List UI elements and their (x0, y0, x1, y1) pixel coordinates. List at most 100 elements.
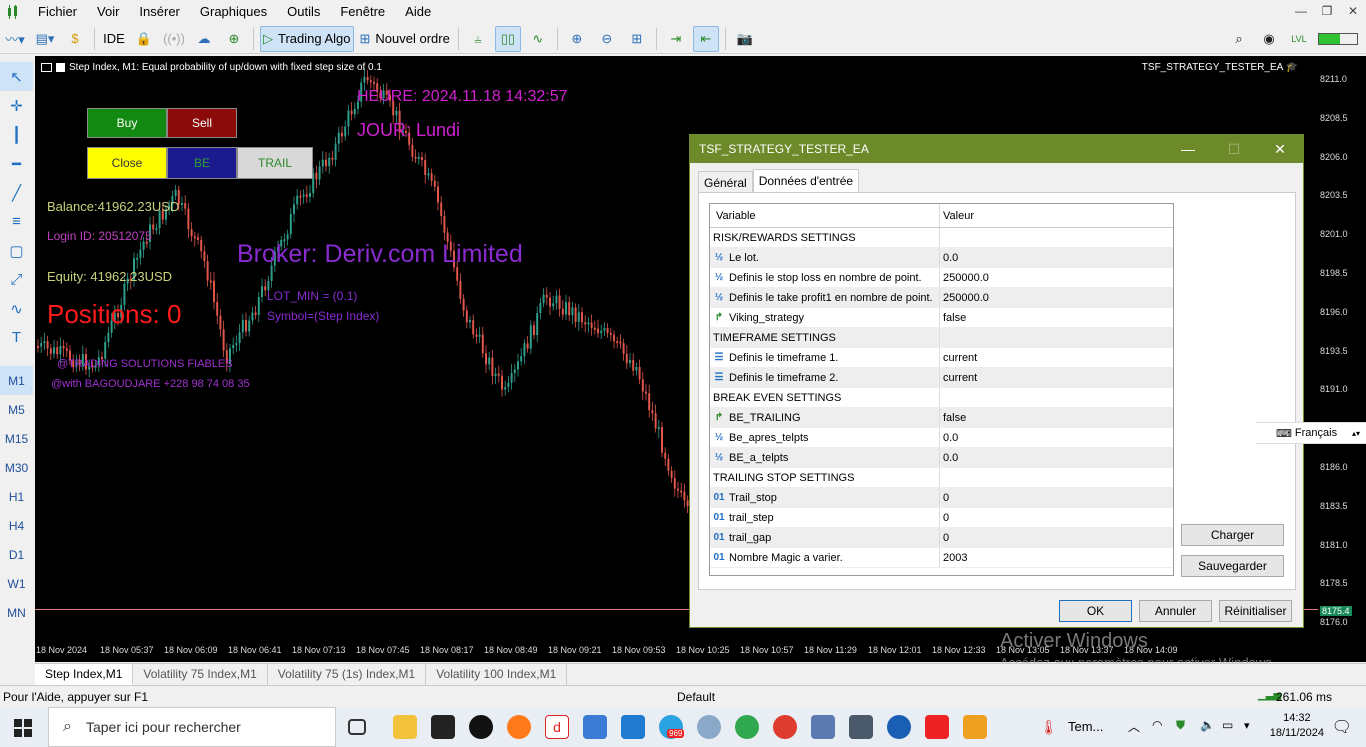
input-row[interactable]: ☰ Definis le timeframe 1. current (710, 348, 1173, 368)
horizontal-line-icon[interactable]: ━ (11, 155, 22, 173)
chrome-icon[interactable] (735, 715, 759, 739)
close-button[interactable]: Close (87, 147, 167, 179)
sauvegarder-button[interactable]: Sauvegarder (1181, 555, 1284, 577)
taskbar-search[interactable]: ⌕ Taper ici pour rechercher (48, 707, 336, 747)
dollar-icon[interactable]: $ (71, 31, 79, 46)
input-row[interactable]: 01 Trail_stop 0 (710, 488, 1173, 508)
close-icon[interactable]: ✕ (1347, 4, 1359, 18)
taskbar-clock[interactable]: 14:32 18/11/2024 (1270, 711, 1324, 741)
input-value[interactable]: 0.0 (943, 432, 959, 444)
col-value[interactable]: Valeur (943, 210, 974, 222)
trading-algo-button[interactable]: ▷ Trading Algo (260, 25, 354, 52)
account-icon[interactable]: ◉ (1263, 30, 1275, 46)
annuler-button[interactable]: Annuler (1139, 600, 1212, 622)
timeframe-m1[interactable]: M1 (0, 366, 33, 395)
candlestick-icon[interactable]: ▯▯ (494, 25, 521, 52)
timeframe-h4[interactable]: H4 (8, 518, 25, 533)
ea-name[interactable]: TSF_STRATEGY_TESTER_EA 🎓 (1142, 62, 1298, 73)
fibonacci-icon[interactable]: ⤢ (10, 271, 23, 288)
app-icon-dark[interactable] (431, 715, 455, 739)
timeframe-d1[interactable]: D1 (8, 547, 25, 562)
input-row[interactable]: 01 trail_gap 0 (710, 528, 1173, 548)
input-value[interactable]: 250000.0 (943, 292, 989, 304)
text-icon[interactable]: T (11, 329, 22, 346)
input-value[interactable]: 0 (943, 492, 950, 504)
deriv-icon[interactable]: d (545, 715, 569, 739)
dialog-close-icon[interactable]: ✕ (1274, 141, 1286, 157)
input-row[interactable]: ↱ BE_TRAILING false (710, 408, 1173, 428)
weather-text[interactable]: Tem... (1068, 719, 1104, 734)
menu-fichier[interactable]: Fichier (38, 4, 78, 19)
timeframe-m5[interactable]: M5 (8, 402, 25, 417)
chart-tab-volatility-75[interactable]: Volatility 75 Index,M1 (133, 664, 268, 685)
input-value[interactable]: current (943, 372, 978, 384)
menu-inserer[interactable]: Insérer (139, 4, 180, 19)
tray-chevron-icon[interactable]: ︿ (1128, 720, 1141, 734)
wifi-icon[interactable]: ◠ (1152, 718, 1163, 732)
cursor-icon[interactable]: ↖ (0, 62, 33, 91)
grid-icon[interactable]: ⊞ (631, 30, 643, 46)
crosshair-icon[interactable]: ✛ (10, 97, 23, 115)
app-icon-blue[interactable] (887, 715, 911, 739)
record-icon[interactable] (469, 715, 493, 739)
bar-chart-icon[interactable]: ⫨ (474, 30, 482, 46)
chart-type-icon[interactable]: 〰▾ (5, 32, 25, 47)
bag-icon[interactable]: 🔒 (135, 30, 153, 46)
dialog-minimize-icon[interactable]: — (1181, 141, 1195, 157)
autoscroll-icon[interactable]: ⇥ (670, 30, 682, 46)
input-row[interactable]: ☰ Definis le timeframe 2. current (710, 368, 1173, 388)
ok-button[interactable]: OK (1059, 600, 1132, 622)
tab-inputs[interactable]: Données d'entrée (752, 169, 860, 193)
input-row[interactable]: ½ BE_a_telpts 0.0 (710, 448, 1173, 468)
timeframe-m15[interactable]: M15 (4, 431, 29, 446)
chart-tab-volatility-75-1s[interactable]: Volatility 75 (1s) Index,M1 (268, 664, 427, 685)
col-variable[interactable]: Variable (710, 204, 940, 227)
minimize-icon[interactable]: — (1295, 4, 1307, 18)
menu-fenetre[interactable]: Fenêtre (340, 4, 386, 19)
signal-icon[interactable]: ((•)) (163, 31, 185, 46)
input-row[interactable]: ½ Definis le take profit1 en nombre de po… (710, 288, 1173, 308)
new-order-button[interactable]: ⊞ Nouvel ordre (359, 30, 450, 47)
metatrader-icon[interactable] (583, 715, 607, 739)
youtube-icon[interactable] (925, 715, 949, 739)
firefox-icon[interactable] (507, 715, 531, 739)
telegram-icon[interactable]: 969 (659, 715, 685, 739)
restore-icon[interactable]: ❐ (1321, 4, 1333, 18)
dialog-maximize-icon[interactable]: ☐ (1227, 141, 1241, 157)
shapes-icon[interactable]: ▢ (9, 242, 24, 260)
chart-shift-icon[interactable]: ⇤ (692, 25, 719, 52)
zoom-in-icon[interactable]: ⊕ (571, 30, 583, 46)
trail-button[interactable]: TRAIL (237, 147, 313, 179)
input-value[interactable]: false (943, 312, 967, 324)
battery-tray-icon[interactable]: ▭ (1222, 718, 1234, 732)
file-explorer-icon[interactable] (393, 715, 417, 739)
input-value[interactable]: 250000.0 (943, 272, 989, 284)
task-view-icon[interactable] (348, 719, 366, 735)
timeframe-h1[interactable]: H1 (8, 489, 25, 504)
lvl-icon[interactable]: LVL (1291, 33, 1307, 44)
trendline-icon[interactable]: ╱ (11, 184, 22, 202)
input-row[interactable]: ½ Be_apres_telpts 0.0 (710, 428, 1173, 448)
reinitialiser-button[interactable]: Réinitialiser (1219, 600, 1292, 622)
timeframe-w1[interactable]: W1 (7, 576, 26, 591)
input-value[interactable]: 2003 (943, 552, 968, 564)
input-row[interactable]: 01 trail_step 0 (710, 508, 1173, 528)
sublime-icon[interactable] (963, 715, 987, 739)
windows-start-icon[interactable] (14, 719, 32, 737)
security-icon[interactable]: ⛊ (1176, 718, 1186, 732)
cloud-icon[interactable]: ☁ (197, 30, 211, 46)
zoom-out-icon[interactable]: ⊖ (601, 30, 613, 46)
templates-icon[interactable]: ▤▾ (35, 30, 55, 46)
language-indicator[interactable]: ⌨ Français ▴▾ (1256, 422, 1366, 444)
timeframe-mn[interactable]: MN (7, 605, 26, 620)
input-value[interactable]: 0 (943, 512, 950, 524)
vps-icon[interactable]: ⊕ (228, 30, 240, 46)
input-row[interactable]: 01 Nombre Magic a varier. 2003 (710, 548, 1173, 568)
input-row[interactable]: ↱ Viking_strategy false (710, 308, 1173, 328)
vscode-icon[interactable] (621, 715, 645, 739)
weather-icon[interactable]: 🌡 (1040, 719, 1058, 735)
be-button[interactable]: BE (167, 147, 237, 179)
chrome-icon-2[interactable] (773, 715, 797, 739)
line-chart-icon[interactable]: ∿ (532, 30, 544, 46)
search-icon[interactable]: ⌕ (1235, 30, 1243, 46)
